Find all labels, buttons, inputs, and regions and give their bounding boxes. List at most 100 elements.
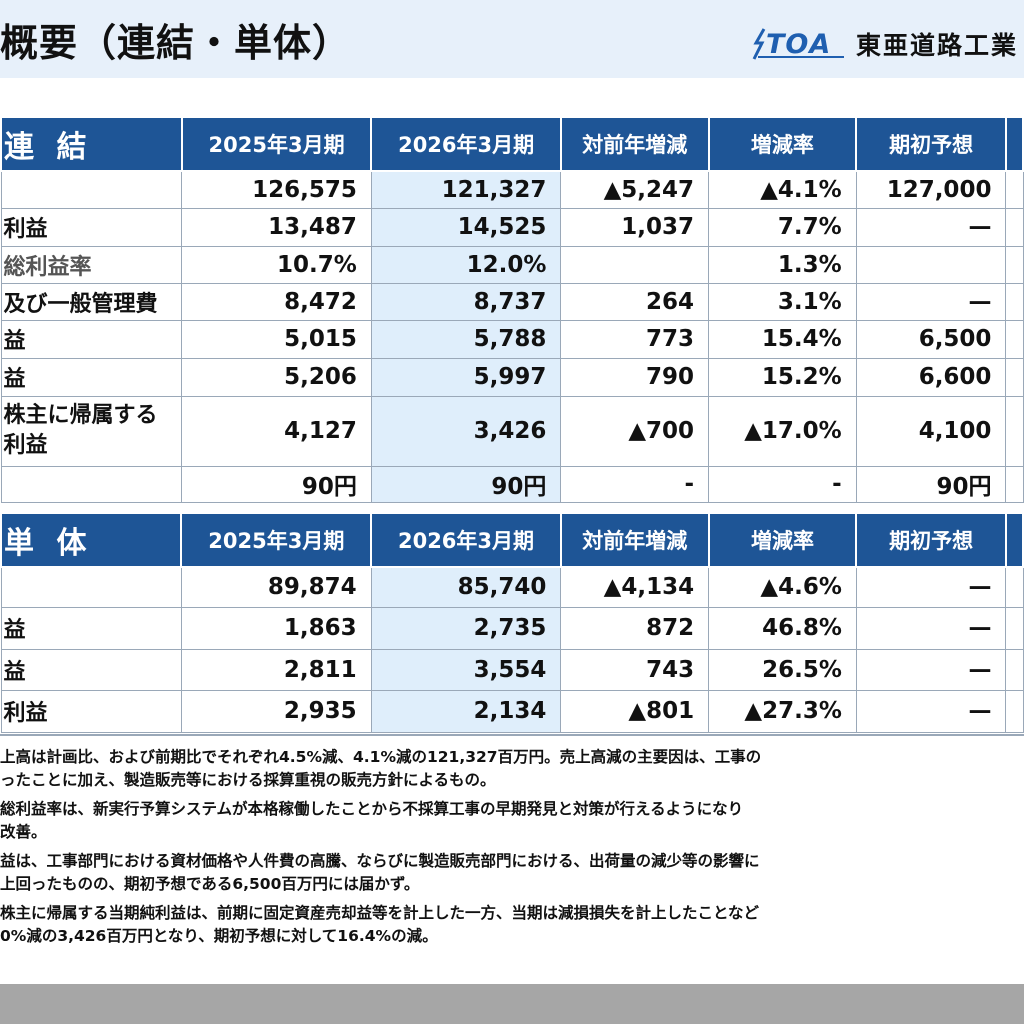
cell-value: 12.0% xyxy=(370,245,562,284)
cell-value: 264 xyxy=(560,282,710,321)
cell-value: — xyxy=(855,689,1007,733)
table-row: 126,575 121,327 ▲5,247 ▲4.1% 127,000 xyxy=(0,170,1024,209)
cell-value: 1,037 xyxy=(560,207,710,247)
cell-value: 5,997 xyxy=(370,357,562,397)
row-label xyxy=(0,170,183,209)
cell-value: 15.4% xyxy=(708,319,857,359)
cell-extra xyxy=(1005,245,1024,284)
cell-value: 8,737 xyxy=(370,282,562,321)
cell-value: 2,811 xyxy=(180,648,372,691)
toa-logo-mark: TOA xyxy=(752,27,848,61)
table-row: 益 2,811 3,554 743 26.5% — xyxy=(0,648,1024,691)
cell-value: 90円 xyxy=(855,465,1007,503)
cell-value: — xyxy=(855,282,1007,321)
cell-extra xyxy=(1005,566,1024,608)
cell-value: 14,525 xyxy=(370,207,562,247)
cell-value: 90円 xyxy=(370,465,562,503)
cell-value: 1,863 xyxy=(180,606,372,650)
row-label: 益 xyxy=(0,357,183,397)
note-paragraph: 株主に帰属する当期純利益は、前期に固定資産売却益等を計上した一方、当期は減損損失… xyxy=(0,902,1024,948)
cell-value: 2,735 xyxy=(370,606,562,650)
cell-value: ▲27.3% xyxy=(708,689,857,733)
row-label: 利益 xyxy=(0,207,183,247)
row-label xyxy=(0,465,183,503)
row-label: 株主に帰属する 利益 xyxy=(0,395,183,467)
column-header: 増減率 xyxy=(707,512,858,568)
cell-value: 2,134 xyxy=(370,689,562,733)
note-paragraph: 益は、工事部門における資材価格や人件費の高騰、ならびに製造販売部門における、出荷… xyxy=(0,850,1024,896)
cell-value: — xyxy=(855,648,1007,691)
cell-value: - xyxy=(708,465,857,503)
table-row: 89,874 85,740 ▲4,134 ▲4.6% — xyxy=(0,566,1024,608)
row-label-line1: 株主に帰属する xyxy=(3,403,158,428)
cell-value xyxy=(560,245,710,284)
consolidated-table: 連 結 2025年3月期 2026年3月期 対前年増減 増減率 期初予想 126… xyxy=(0,116,1024,503)
column-header: 2025年3月期 xyxy=(180,512,373,568)
cell-extra xyxy=(1005,648,1024,691)
cell-value: 3,554 xyxy=(370,648,562,691)
cell-value: 10.7% xyxy=(181,245,372,284)
column-header: 期初予想 xyxy=(855,512,1007,568)
cell-value: — xyxy=(855,566,1007,608)
cell-value: 127,000 xyxy=(855,170,1007,209)
table-row: 及び一般管理費 8,472 8,737 264 3.1% — xyxy=(0,282,1024,321)
note-paragraph: 総利益率は、新実行予算システムが本格稼働したことから不採算工事の早期発見と対策が… xyxy=(0,798,1024,844)
cell-extra xyxy=(1005,319,1024,359)
header-band xyxy=(0,0,1024,78)
cell-extra xyxy=(1005,465,1024,503)
note-line: 総利益率は、新実行予算システムが本格稼働したことから不採算工事の早期発見と対策が… xyxy=(0,800,744,818)
row-label: 益 xyxy=(0,648,182,691)
cell-value: 3.1% xyxy=(708,282,857,321)
note-line: 上回ったものの、期初予想である6,500百万円には届かず。 xyxy=(0,875,420,893)
note-line: 上高は計画比、および前期比でそれぞれ4.5%減、4.1%減の121,327百万円… xyxy=(0,748,762,766)
note-line: ったことに加え、製造販売等における採算重視の販売方針によるもの。 xyxy=(0,771,496,789)
cell-value: 8,472 xyxy=(181,282,372,321)
table-row: 利益 2,935 2,134 ▲801 ▲27.3% — xyxy=(0,689,1024,733)
section-label: 単 体 xyxy=(0,512,183,568)
note-line: 0%減の3,426百万円となり、期初予想に対して16.4%の減。 xyxy=(0,927,438,945)
cell-value: — xyxy=(855,606,1007,650)
cell-value: 790 xyxy=(560,357,710,397)
cell-value: 4,127 xyxy=(181,395,372,467)
commentary-notes: 上高は計画比、および前期比でそれぞれ4.5%減、4.1%減の121,327百万円… xyxy=(0,746,1024,954)
cell-value: — xyxy=(855,207,1007,247)
cell-value: 872 xyxy=(560,606,710,650)
cell-value: 3,426 xyxy=(370,395,562,467)
row-label-line2: 利益 xyxy=(3,433,48,458)
cell-value: 2,935 xyxy=(180,689,372,733)
cell-extra xyxy=(1005,357,1024,397)
cell-value: ▲4.1% xyxy=(708,170,857,209)
cell-value: ▲5,247 xyxy=(560,170,710,209)
cell-value: 6,500 xyxy=(855,319,1007,359)
row-label: 及び一般管理費 xyxy=(0,282,183,321)
note-line: 改善。 xyxy=(0,823,47,841)
cell-value: 90円 xyxy=(181,465,372,503)
cell-value: - xyxy=(560,465,710,503)
notes-divider xyxy=(0,734,1024,736)
note-line: 株主に帰属する当期純利益は、前期に固定資産売却益等を計上した一方、当期は減損損失… xyxy=(0,904,760,922)
column-header: 2026年3月期 xyxy=(370,116,562,172)
row-label: 総利益率 xyxy=(0,245,183,284)
cell-value: 26.5% xyxy=(708,648,857,691)
cell-value: 773 xyxy=(560,319,710,359)
column-header: 2026年3月期 xyxy=(370,512,562,568)
cell-value: 6,600 xyxy=(855,357,1007,397)
column-header-extra xyxy=(1004,116,1024,172)
table-row: 株主に帰属する 利益 4,127 3,426 ▲700 ▲17.0% 4,100 xyxy=(0,395,1024,467)
row-label: 益 xyxy=(0,319,183,359)
table-row: 総利益率 10.7% 12.0% 1.3% xyxy=(0,245,1024,284)
cell-value: 7.7% xyxy=(708,207,857,247)
cell-value: 13,487 xyxy=(181,207,372,247)
cell-value: ▲4,134 xyxy=(560,566,710,608)
cell-extra xyxy=(1005,395,1024,467)
row-label xyxy=(0,566,182,608)
row-label: 利益 xyxy=(0,689,182,733)
cell-value: 4,100 xyxy=(855,395,1007,467)
column-header: 対前年増減 xyxy=(559,116,710,172)
company-logo: TOA 東亜道路工業 xyxy=(752,26,1018,62)
row-label: 益 xyxy=(0,606,182,650)
cell-value: 5,015 xyxy=(181,319,372,359)
footer-band xyxy=(0,984,1024,1024)
table-row: 益 5,206 5,997 790 15.2% 6,600 xyxy=(0,357,1024,397)
note-paragraph: 上高は計画比、および前期比でそれぞれ4.5%減、4.1%減の121,327百万円… xyxy=(0,746,1024,792)
